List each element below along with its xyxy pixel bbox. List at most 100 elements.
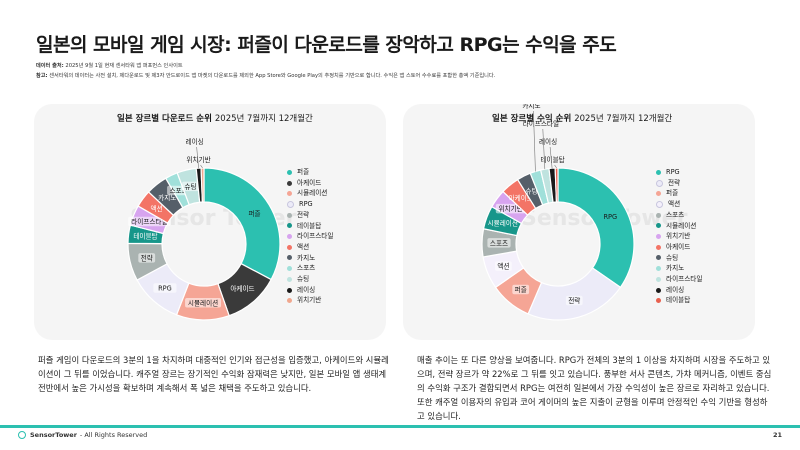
legend-swatch (287, 169, 292, 175)
slice-label-bg-4 (487, 238, 511, 248)
page-number: 21 (772, 431, 782, 439)
legend-item: 레이싱 (287, 285, 333, 296)
legend-swatch (656, 179, 663, 187)
slice-label-bg-3 (495, 261, 512, 271)
legend-swatch (656, 234, 661, 240)
legend-swatch (656, 212, 661, 218)
slice-label-12: 위치기반 (186, 155, 210, 164)
legend-item: 퍼즐 (656, 188, 702, 199)
data-source-text: 2025년 9월 1일 현재 센서타워 앱 퍼포먼스 인사이트 (63, 63, 183, 69)
legend-label: 퍼즐 (666, 189, 679, 198)
legend-item: 액션 (287, 242, 333, 253)
legend-swatch (656, 200, 663, 208)
legend-label: 테이블탑 (666, 296, 691, 305)
slice-label-3: RPG (158, 285, 172, 293)
slice-label-1: 아케이드 (230, 284, 254, 293)
legend-label: 전략 (297, 210, 310, 219)
legend-label: 스포츠 (666, 210, 685, 219)
slice-label-8: 카지노 (158, 193, 176, 202)
slice-label-bg-1 (565, 295, 583, 306)
page-title: 일본의 모바일 게임 시장: 퍼즐이 다운로드를 장악하고 RPG는 수익을 주… (36, 34, 617, 56)
slice-label-1: 전략 (568, 296, 580, 305)
legend-item: 아케이드 (656, 242, 702, 253)
legend-label: 슈팅 (297, 275, 310, 284)
slice-label-7: 아케이드 (509, 194, 533, 203)
downloads-chart-title-text: 일본 장르별 다운로드 순위 (117, 114, 212, 124)
legend-swatch (287, 180, 292, 186)
leader-line (200, 164, 203, 169)
slice-label-6: 라이프스타일 (131, 217, 167, 226)
legend-item: 전략 (287, 210, 333, 221)
leader-line (533, 110, 536, 172)
legend-label: 레이싱 (666, 285, 685, 294)
legend-item: 카지노 (656, 263, 702, 274)
slice-label-8: 슈팅 (525, 187, 537, 196)
legend-swatch (656, 223, 661, 229)
legend-item: 전략 (656, 178, 702, 189)
legend-label: 액션 (668, 200, 681, 209)
legend-item: 위치기반 (656, 231, 702, 242)
legend-label: 라이프스타일 (666, 275, 703, 284)
slice-label-bg-10 (182, 181, 199, 192)
slice-label-bg-2 (512, 284, 530, 295)
slice-label-6: 위치기반 (498, 204, 522, 213)
revenue-chart-subtitle: 2025년 7월까지 12개월간 (574, 114, 673, 124)
leader-line (542, 128, 546, 170)
legend-swatch (287, 191, 292, 197)
revenue-description: 매출 추이는 또 다른 양상을 보여줍니다. RPG가 전체의 3분의 1 이상… (417, 355, 772, 421)
slice-label-3: 액션 (497, 262, 509, 271)
legend-item: 테이블탑 (287, 221, 333, 232)
legend-swatch (287, 287, 292, 293)
donut-slice-0 (203, 167, 281, 281)
legend-item: 라이프스타일 (656, 274, 702, 285)
legend-item: 액션 (656, 199, 702, 210)
legend-item: 시뮬레이션 (287, 188, 333, 199)
donut-slice-12 (200, 167, 205, 203)
note-label: 참고: (36, 73, 48, 79)
downloads-legend: 퍼즐 아케이드 시뮬레이션 RPG 전략 테이블탑 라이프스타일 액션 카지노 스포츠 슈팅 레이싱 위… (287, 167, 333, 306)
slice-label-11: 레이싱 (539, 137, 557, 146)
legend-swatch (287, 223, 292, 229)
legend-label: 아케이드 (297, 178, 322, 187)
note: 참고: 센서타워의 데이터는 사전 설치, 제다운로드 및 제3자 안드로이드 … (36, 72, 495, 79)
legend-swatch (287, 244, 292, 250)
legend-label: RPG (666, 168, 680, 176)
note-text: 센서타워의 데이터는 사전 설치, 제다운로드 및 제3자 안드로이드 앱 마켓… (47, 73, 496, 79)
slice-label-4: 스포츠 (490, 239, 508, 247)
sensortower-logo-icon (18, 431, 26, 439)
legend-label: 시뮬레이션 (666, 221, 697, 230)
legend-label: 슈팅 (666, 253, 679, 262)
legend-swatch (287, 200, 294, 208)
slice-label-12: 테이블탑 (540, 155, 564, 164)
slice-label-0: RPG (603, 213, 617, 221)
slice-label-4: 전략 (141, 253, 153, 262)
slice-label-5: 시뮬레이션 (488, 219, 518, 228)
slice-label-9: 스포츠 (170, 187, 188, 195)
slice-label-5: 테이블탑 (133, 232, 157, 241)
legend-swatch (656, 244, 661, 250)
legend-label: 위치기반 (666, 232, 691, 241)
slice-label-9: 카지노 (522, 104, 540, 110)
footer-brand: SensorTower (30, 431, 77, 439)
legend-item: 위치기반 (287, 295, 333, 306)
slice-label-2: 퍼즐 (515, 285, 527, 294)
legend-label: 스포츠 (297, 264, 316, 273)
legend-label: 라이프스타일 (297, 232, 334, 241)
legend-label: 퍼즐 (297, 168, 310, 176)
footer: SensorTower - All Rights Reserved (18, 431, 147, 439)
legend-swatch (656, 255, 661, 261)
legend-label: 위치기반 (297, 296, 322, 305)
legend-item: 테이블탑 (656, 295, 702, 306)
footer-divider (0, 425, 800, 428)
legend-item: 스포츠 (287, 263, 333, 274)
legend-swatch (656, 191, 661, 197)
slice-label-bg-2 (185, 297, 222, 308)
downloads-chart-panel: Sensor Tower 퍼즐 아케이드 시뮬레이션 RPG 전략 테이블탑 라이프스타일 액… (34, 104, 386, 340)
legend-swatch (656, 276, 661, 282)
revenue-chart-panel: Sensor Tower RPG 전략 퍼즐 액션 스포츠 시뮬레이션 위치기반 아케이드 슈팅… (403, 104, 755, 340)
data-source-label: 데이터 출처: (36, 63, 64, 69)
legend-item: 카지노 (287, 253, 333, 264)
